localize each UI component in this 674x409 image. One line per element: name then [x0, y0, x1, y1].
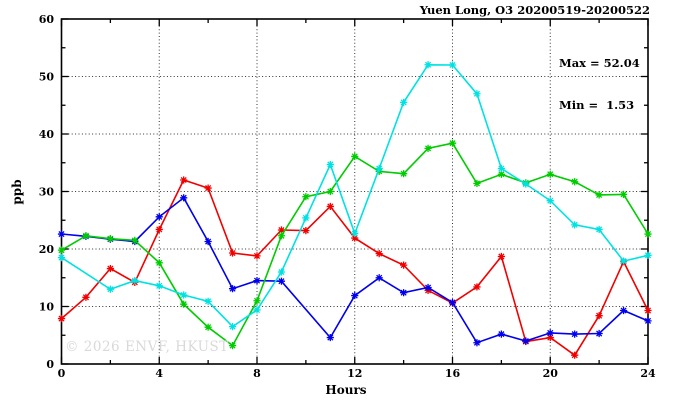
series-markers	[57, 61, 652, 331]
y-tick-label: 40	[39, 128, 55, 141]
min-value-label: Min = 1.53	[559, 98, 635, 112]
x-tick-label: 16	[445, 367, 461, 380]
x-axis-title: Hours	[325, 383, 367, 397]
watermark: © 2026 ENVF, HKUST	[65, 339, 229, 355]
x-tick-label: 0	[58, 367, 66, 380]
y-tick-label: 10	[39, 301, 55, 314]
x-tick-label: 8	[253, 367, 261, 380]
plot-border	[60, 18, 649, 365]
y-tick-label: 60	[39, 13, 55, 26]
series-line	[61, 196, 649, 344]
x-tick-label: 4	[155, 367, 163, 380]
y-tick-label: 50	[39, 71, 55, 84]
grid-lines	[61, 19, 648, 364]
y-tick-label: 20	[39, 243, 55, 256]
x-tick-label: 12	[347, 367, 362, 380]
max-value-label: Max = 52.04	[559, 56, 640, 70]
tick-labels: 0 4 8 12 16 20 24 0 10 20 30 40 50 60	[39, 13, 656, 380]
max-min-annotation: Max = 52.04 Min = 1.53	[559, 28, 640, 140]
y-axis-title: ppb	[10, 179, 24, 205]
y-tick-label: 30	[39, 186, 55, 199]
x-tick-label: 24	[640, 367, 656, 380]
series-day-cyan	[57, 61, 652, 331]
x-tick-label: 20	[543, 367, 559, 380]
y-tick-label: 0	[46, 358, 54, 371]
chart-title: Yuen Long, O3 20200519-20200522	[419, 3, 650, 17]
series-line	[61, 63, 649, 328]
